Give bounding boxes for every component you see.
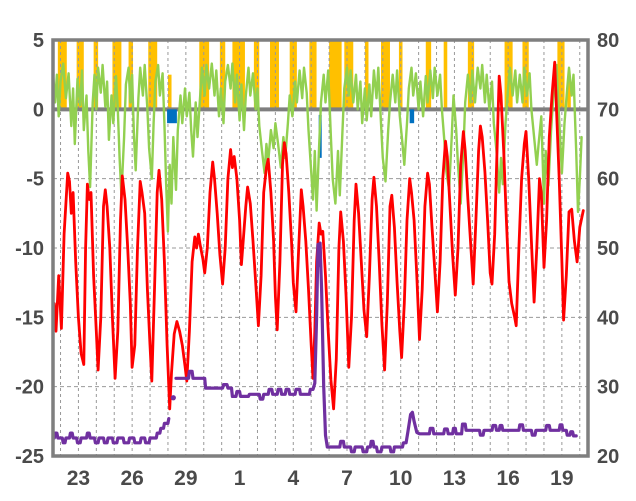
sunshine-bar — [76, 40, 84, 110]
plot-border — [51, 38, 590, 458]
sunshine-bar — [128, 40, 134, 110]
x-axis-tick-label: 19 — [550, 467, 573, 490]
precip-bar — [409, 109, 415, 124]
right-axis-tick-label: 80 — [597, 30, 619, 52]
x-axis-tick-label: 23 — [67, 467, 90, 490]
sunshine-bar — [199, 40, 210, 110]
sunshine-bar — [381, 40, 390, 110]
right-axis-tick-label: 40 — [597, 307, 619, 329]
right-axis-tick-label: 20 — [597, 446, 619, 468]
green-line — [53, 62, 583, 233]
x-axis-tick-label: 29 — [174, 467, 197, 490]
left-axis-tick-label: 0 — [33, 99, 44, 121]
left-axis-tick-label: -20 — [15, 377, 44, 399]
right-axis-tick-label: 50 — [597, 238, 619, 260]
sunshine-bar — [425, 40, 432, 110]
sunshine-bar — [93, 40, 99, 110]
right-axis-tick-label: 30 — [597, 377, 619, 399]
x-axis-tick-label: 16 — [496, 467, 519, 490]
sunshine-bar — [398, 40, 403, 110]
snow-depth-dot — [170, 395, 176, 401]
sunshine-bar — [567, 78, 571, 110]
precip-bar — [167, 109, 177, 124]
left-axis-tick-label: -15 — [15, 307, 44, 329]
left-axis-tick-label: -10 — [15, 238, 44, 260]
right-axis-tick-label: 70 — [597, 99, 619, 121]
sunshine-bar — [112, 40, 122, 110]
x-axis-tick-label: 26 — [120, 467, 143, 490]
x-axis-tick-label: 7 — [341, 467, 353, 490]
x-axis-tick-label: 10 — [389, 467, 412, 490]
sunshine-bar — [270, 40, 279, 110]
sunshine-bar — [344, 40, 354, 110]
sunshine-bar — [253, 40, 260, 110]
left-axis-tick-label: -25 — [15, 446, 44, 468]
sunshine-bar — [219, 40, 226, 110]
x-axis-tick-label: 1 — [234, 467, 246, 490]
left-axis-tick-label: -5 — [26, 169, 44, 191]
sunshine-bar — [167, 74, 172, 110]
snow-depth-line — [53, 417, 171, 445]
sunshine-bar — [289, 40, 297, 110]
x-axis-tick-label: 4 — [287, 467, 299, 490]
left-axis-tick-label: 5 — [33, 30, 44, 52]
temperature-line — [53, 60, 585, 411]
right-axis-tick-label: 60 — [597, 169, 619, 191]
snow-depth-line — [174, 241, 578, 454]
sunshine-bar — [329, 40, 342, 110]
sunshine-bar — [443, 40, 448, 110]
sunshine-bar — [364, 40, 369, 110]
x-axis-tick-label: 13 — [443, 467, 466, 490]
sunshine-bar — [557, 40, 565, 110]
sunshine-bar — [148, 40, 158, 110]
sunshine-bar — [309, 40, 317, 110]
